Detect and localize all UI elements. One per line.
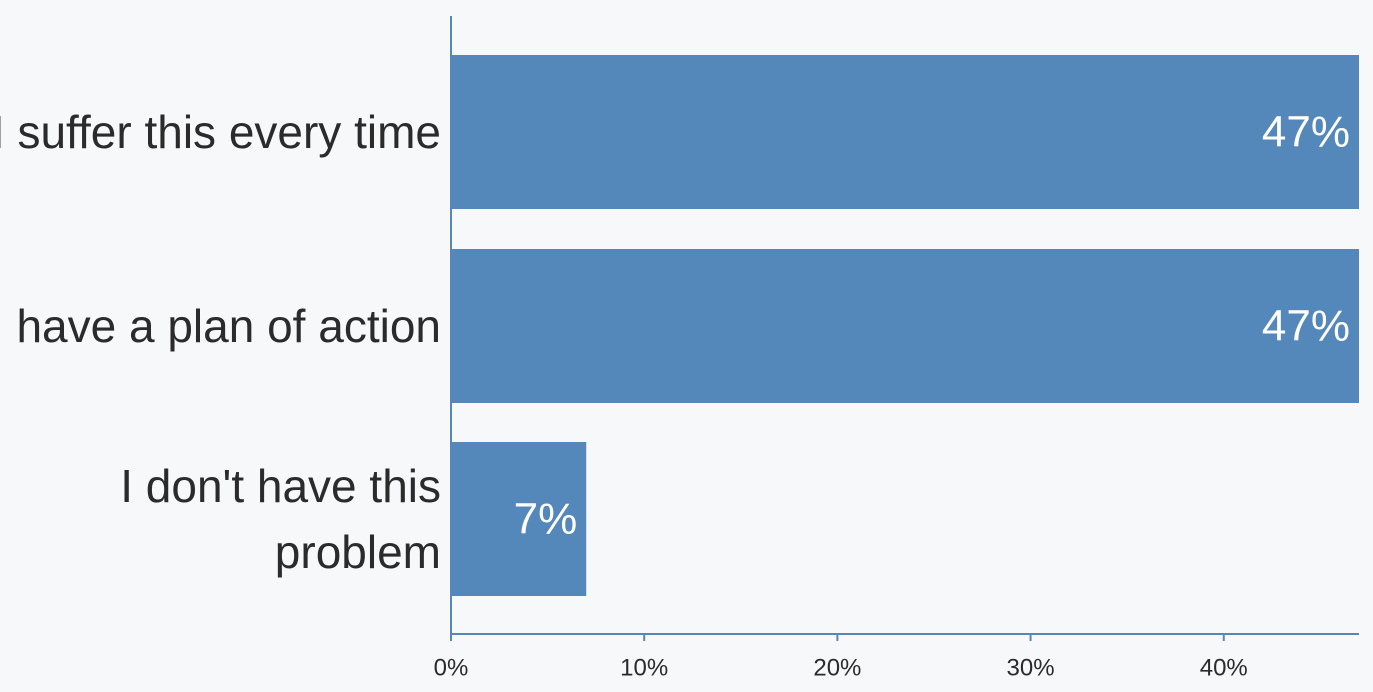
category-labels-group: I suffer this every time I have a plan of…	[0, 106, 441, 578]
category-label-1-0: I have a plan of action	[0, 300, 441, 352]
bar-0	[451, 55, 1359, 209]
category-label-0-0: I suffer this every time	[0, 106, 441, 158]
bar-1	[451, 249, 1359, 403]
value-label-0: 47%	[1262, 108, 1350, 157]
bar-2	[451, 442, 587, 596]
x-tick-label-4: 40%	[1200, 655, 1248, 682]
x-tick-label-0: 0%	[434, 655, 469, 682]
bars-group	[451, 55, 1359, 596]
x-tick-label-3: 30%	[1007, 655, 1055, 682]
category-label-2-1: problem	[275, 526, 441, 578]
x-ticks-group: 0% 10% 20% 30% 40%	[434, 634, 1248, 682]
value-label-2: 7%	[514, 495, 578, 544]
x-tick-label-1: 10%	[620, 655, 668, 682]
category-label-2-0: I don't have this	[120, 460, 441, 512]
x-tick-label-2: 20%	[813, 655, 861, 682]
value-label-1: 47%	[1262, 302, 1350, 351]
value-labels-group: 47% 47% 7%	[514, 108, 1350, 544]
